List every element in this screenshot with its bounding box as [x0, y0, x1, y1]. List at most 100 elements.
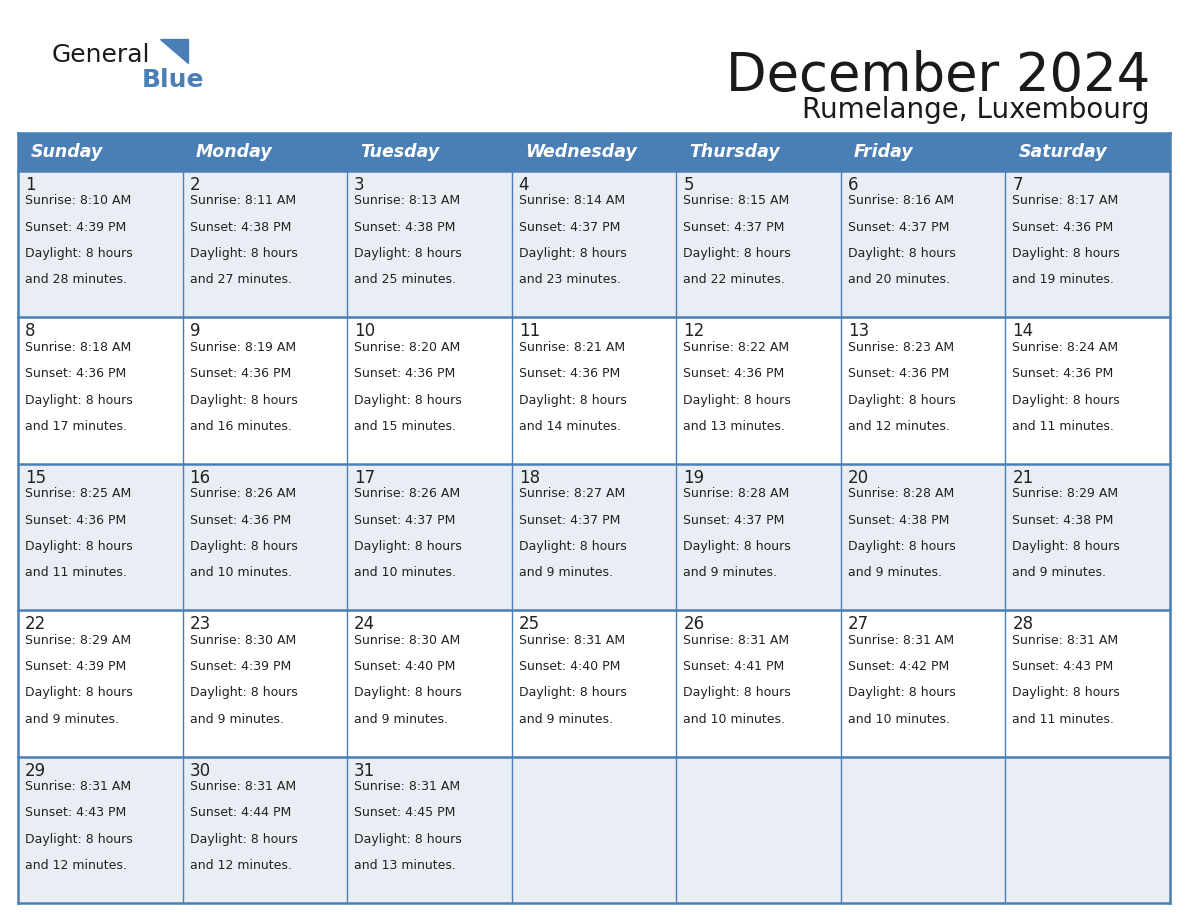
- Text: 11: 11: [519, 322, 541, 341]
- Text: Sunrise: 8:20 AM: Sunrise: 8:20 AM: [354, 341, 461, 354]
- Text: 7: 7: [1012, 176, 1023, 194]
- Text: General: General: [52, 43, 151, 67]
- Text: Sunrise: 8:23 AM: Sunrise: 8:23 AM: [848, 341, 954, 354]
- Text: 13: 13: [848, 322, 870, 341]
- Bar: [18, 133, 1170, 171]
- Text: Sunset: 4:45 PM: Sunset: 4:45 PM: [354, 806, 455, 820]
- Text: Sunrise: 8:18 AM: Sunrise: 8:18 AM: [25, 341, 131, 354]
- Text: and 9 minutes.: and 9 minutes.: [190, 712, 284, 725]
- Text: Sunset: 4:36 PM: Sunset: 4:36 PM: [354, 367, 455, 380]
- Text: Sunset: 4:36 PM: Sunset: 4:36 PM: [683, 367, 784, 380]
- Text: Sunrise: 8:14 AM: Sunrise: 8:14 AM: [519, 195, 625, 207]
- Text: Daylight: 8 hours: Daylight: 8 hours: [25, 247, 133, 260]
- Text: Blue: Blue: [143, 68, 204, 92]
- Text: Daylight: 8 hours: Daylight: 8 hours: [683, 540, 791, 553]
- Text: 20: 20: [848, 469, 868, 487]
- Text: Daylight: 8 hours: Daylight: 8 hours: [25, 394, 133, 407]
- Text: 18: 18: [519, 469, 539, 487]
- Text: and 9 minutes.: and 9 minutes.: [519, 712, 613, 725]
- Text: 9: 9: [190, 322, 200, 341]
- Text: 1: 1: [25, 176, 36, 194]
- Text: Daylight: 8 hours: Daylight: 8 hours: [519, 394, 626, 407]
- Text: Daylight: 8 hours: Daylight: 8 hours: [683, 394, 791, 407]
- Text: Daylight: 8 hours: Daylight: 8 hours: [354, 540, 462, 553]
- Text: Sunrise: 8:31 AM: Sunrise: 8:31 AM: [848, 633, 954, 646]
- Polygon shape: [160, 39, 188, 63]
- Text: 19: 19: [683, 469, 704, 487]
- Text: Sunset: 4:38 PM: Sunset: 4:38 PM: [1012, 513, 1114, 527]
- Text: Sunset: 4:36 PM: Sunset: 4:36 PM: [25, 367, 126, 380]
- Text: 24: 24: [354, 615, 375, 633]
- Text: Sunrise: 8:31 AM: Sunrise: 8:31 AM: [519, 633, 625, 646]
- Text: Sunset: 4:37 PM: Sunset: 4:37 PM: [683, 513, 784, 527]
- Bar: [18, 756, 1170, 903]
- Text: Sunrise: 8:29 AM: Sunrise: 8:29 AM: [25, 633, 131, 646]
- Text: 6: 6: [848, 176, 859, 194]
- Text: Sunrise: 8:21 AM: Sunrise: 8:21 AM: [519, 341, 625, 354]
- Text: and 25 minutes.: and 25 minutes.: [354, 274, 456, 286]
- Text: and 9 minutes.: and 9 minutes.: [848, 566, 942, 579]
- Text: 28: 28: [1012, 615, 1034, 633]
- Text: Sunset: 4:37 PM: Sunset: 4:37 PM: [354, 513, 455, 527]
- Text: Sunset: 4:36 PM: Sunset: 4:36 PM: [1012, 367, 1113, 380]
- Text: Sunset: 4:38 PM: Sunset: 4:38 PM: [354, 221, 455, 234]
- Text: and 14 minutes.: and 14 minutes.: [519, 420, 620, 432]
- Text: Daylight: 8 hours: Daylight: 8 hours: [1012, 687, 1120, 700]
- Text: Daylight: 8 hours: Daylight: 8 hours: [848, 394, 955, 407]
- Text: Daylight: 8 hours: Daylight: 8 hours: [354, 687, 462, 700]
- Text: Sunrise: 8:26 AM: Sunrise: 8:26 AM: [354, 487, 460, 500]
- Text: Sunset: 4:39 PM: Sunset: 4:39 PM: [25, 221, 126, 234]
- Text: 27: 27: [848, 615, 868, 633]
- Text: Sunrise: 8:28 AM: Sunrise: 8:28 AM: [848, 487, 954, 500]
- Text: Sunrise: 8:27 AM: Sunrise: 8:27 AM: [519, 487, 625, 500]
- Text: Sunset: 4:37 PM: Sunset: 4:37 PM: [683, 221, 784, 234]
- Text: Sunrise: 8:25 AM: Sunrise: 8:25 AM: [25, 487, 131, 500]
- Text: and 13 minutes.: and 13 minutes.: [354, 859, 456, 872]
- Text: Sunset: 4:41 PM: Sunset: 4:41 PM: [683, 660, 784, 673]
- Text: Sunrise: 8:31 AM: Sunrise: 8:31 AM: [1012, 633, 1119, 646]
- Text: and 11 minutes.: and 11 minutes.: [25, 566, 127, 579]
- Text: and 10 minutes.: and 10 minutes.: [848, 712, 950, 725]
- Text: 2: 2: [190, 176, 201, 194]
- Text: Daylight: 8 hours: Daylight: 8 hours: [190, 687, 297, 700]
- Text: Sunset: 4:38 PM: Sunset: 4:38 PM: [190, 221, 291, 234]
- Text: Daylight: 8 hours: Daylight: 8 hours: [683, 247, 791, 260]
- Text: Saturday: Saturday: [1018, 143, 1107, 161]
- Text: Daylight: 8 hours: Daylight: 8 hours: [1012, 247, 1120, 260]
- Text: Sunrise: 8:16 AM: Sunrise: 8:16 AM: [848, 195, 954, 207]
- Text: Wednesday: Wednesday: [525, 143, 637, 161]
- Text: Sunrise: 8:17 AM: Sunrise: 8:17 AM: [1012, 195, 1119, 207]
- Text: 15: 15: [25, 469, 46, 487]
- Text: Daylight: 8 hours: Daylight: 8 hours: [354, 247, 462, 260]
- Text: and 16 minutes.: and 16 minutes.: [190, 420, 291, 432]
- Text: Sunset: 4:36 PM: Sunset: 4:36 PM: [848, 367, 949, 380]
- Text: and 17 minutes.: and 17 minutes.: [25, 420, 127, 432]
- Text: Sunset: 4:42 PM: Sunset: 4:42 PM: [848, 660, 949, 673]
- Text: and 10 minutes.: and 10 minutes.: [190, 566, 291, 579]
- Text: and 9 minutes.: and 9 minutes.: [1012, 566, 1106, 579]
- Text: 4: 4: [519, 176, 529, 194]
- Text: Sunset: 4:39 PM: Sunset: 4:39 PM: [190, 660, 291, 673]
- Text: and 12 minutes.: and 12 minutes.: [848, 420, 949, 432]
- Text: 23: 23: [190, 615, 210, 633]
- Text: Thursday: Thursday: [689, 143, 781, 161]
- Text: Daylight: 8 hours: Daylight: 8 hours: [848, 247, 955, 260]
- Text: Daylight: 8 hours: Daylight: 8 hours: [25, 687, 133, 700]
- Text: Sunrise: 8:31 AM: Sunrise: 8:31 AM: [25, 780, 131, 793]
- Text: 21: 21: [1012, 469, 1034, 487]
- Text: Sunrise: 8:28 AM: Sunrise: 8:28 AM: [683, 487, 790, 500]
- Text: Sunset: 4:40 PM: Sunset: 4:40 PM: [354, 660, 455, 673]
- Text: and 15 minutes.: and 15 minutes.: [354, 420, 456, 432]
- Text: 31: 31: [354, 762, 375, 779]
- Text: and 9 minutes.: and 9 minutes.: [519, 566, 613, 579]
- Text: Sunrise: 8:26 AM: Sunrise: 8:26 AM: [190, 487, 296, 500]
- Text: Sunrise: 8:31 AM: Sunrise: 8:31 AM: [190, 780, 296, 793]
- Text: Sunset: 4:38 PM: Sunset: 4:38 PM: [848, 513, 949, 527]
- Text: Sunset: 4:36 PM: Sunset: 4:36 PM: [1012, 221, 1113, 234]
- Text: Daylight: 8 hours: Daylight: 8 hours: [1012, 540, 1120, 553]
- Text: Sunrise: 8:22 AM: Sunrise: 8:22 AM: [683, 341, 789, 354]
- Text: 3: 3: [354, 176, 365, 194]
- Text: 26: 26: [683, 615, 704, 633]
- Text: Daylight: 8 hours: Daylight: 8 hours: [1012, 394, 1120, 407]
- Text: Daylight: 8 hours: Daylight: 8 hours: [190, 540, 297, 553]
